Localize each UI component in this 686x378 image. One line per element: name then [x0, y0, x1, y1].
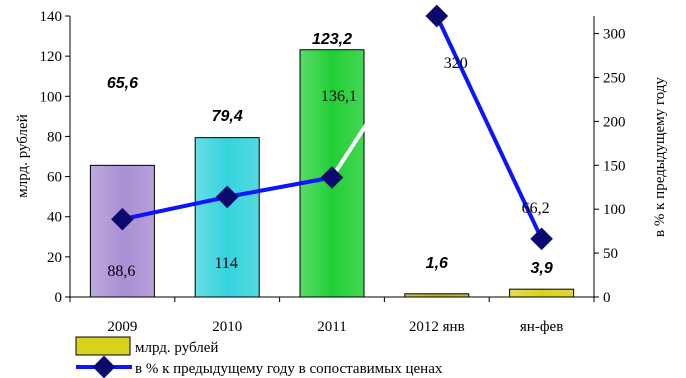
- bar-0: [89, 164, 155, 298]
- line-value-label: 66,2: [522, 200, 550, 217]
- x-tick-label: 2010: [212, 319, 242, 335]
- bar-value-label: 1,6: [426, 255, 448, 272]
- y-right-tick-label: 250: [603, 70, 626, 86]
- bar-value-label: 65,6: [107, 75, 138, 92]
- bar-4: [509, 288, 575, 298]
- y-left-tick-label: 100: [40, 89, 63, 105]
- y-left-tick-label: 80: [47, 129, 62, 145]
- legend-bar-swatch: [75, 336, 131, 356]
- y-axis-right-title: в % к предыдущему году: [652, 77, 668, 237]
- line-value-label: 136,1: [321, 88, 357, 105]
- legend: млрд. рублей в % к предыдущему году в со…: [75, 336, 443, 378]
- percent-line-series: [111, 4, 553, 251]
- bar-value-label: 123,2: [312, 31, 352, 48]
- y-axis-left-title: млрд. рублей: [15, 114, 31, 197]
- y-right-tick-label: 300: [603, 27, 626, 43]
- line-segment-2: [330, 14, 439, 179]
- bar-1: [194, 137, 260, 298]
- data-labels: 65,6 79,4 123,2 1,6 3,9 88,6 114 136,1 320 66,2: [107, 31, 553, 280]
- y-left-tick-label: 40: [47, 210, 62, 226]
- line-value-label: 88,6: [107, 263, 135, 280]
- legend-line-marker: [92, 355, 116, 378]
- axes: 0 20 40 60 80 100 120 140 0 50 100 150 200 250 300 2009…: [40, 9, 626, 335]
- y-left-tick-label: 0: [55, 290, 63, 306]
- y-right-tick-label: 200: [603, 114, 626, 130]
- line-segment-3: [434, 15, 544, 240]
- x-tick-label: 2011: [317, 319, 346, 335]
- x-tick-label: ян-фев: [520, 319, 563, 335]
- y-right-tick-label: 100: [603, 202, 626, 218]
- x-tick-label: 2012 янв: [409, 319, 465, 335]
- y-right-tick-label: 0: [603, 290, 611, 306]
- line-segment-1: [226, 175, 333, 199]
- line-value-label: 114: [214, 255, 237, 272]
- y-left-tick-label: 120: [40, 49, 63, 65]
- line-marker-4: [530, 227, 553, 251]
- line-value-label: 320: [444, 55, 468, 72]
- y-left-tick-label: 20: [47, 250, 62, 266]
- line-segment-0: [121, 194, 228, 222]
- axis-titles: млрд. рублей в % к предыдущему году: [15, 77, 668, 237]
- bar-value-label: 3,9: [530, 260, 552, 277]
- y-right-tick-label: 50: [603, 246, 618, 262]
- y-left-tick-label: 60: [47, 170, 62, 186]
- y-left-tick-label: 140: [40, 9, 63, 25]
- line-marker-3: [425, 4, 449, 28]
- bar-value-label: 79,4: [212, 108, 243, 125]
- legend-line-label: в % к предыдущему году в сопоставимых це…: [135, 361, 443, 377]
- y-right-tick-label: 150: [603, 158, 626, 174]
- legend-bar-label: млрд. рублей: [135, 340, 218, 356]
- x-tick-label: 2009: [107, 319, 137, 335]
